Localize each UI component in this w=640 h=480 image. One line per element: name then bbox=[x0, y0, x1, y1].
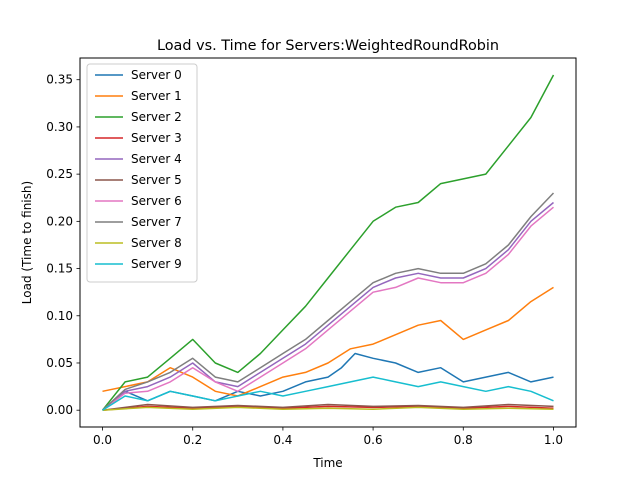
series-line-6 bbox=[102, 206, 554, 411]
series-line-3 bbox=[102, 405, 554, 411]
plot-area-frame bbox=[79, 57, 577, 428]
x-tick-label: 0.0 bbox=[93, 433, 112, 447]
legend-label: Server 9 bbox=[131, 257, 182, 271]
y-tick-label: 0.30 bbox=[46, 120, 73, 134]
series-line-8 bbox=[102, 406, 554, 411]
series-line-4 bbox=[102, 201, 554, 411]
y-tick-label: 0.05 bbox=[46, 356, 73, 370]
legend-label: Server 8 bbox=[131, 236, 182, 250]
y-axis: 0.00 0.05 0.10 0.15 0.20 0.25 0.30 0.35 bbox=[46, 73, 80, 417]
chart-title: Load vs. Time for Servers:WeightedRoundR… bbox=[157, 38, 499, 54]
y-tick-label: 0.35 bbox=[46, 73, 73, 87]
y-tick-label: 0.20 bbox=[46, 214, 73, 228]
x-tick-label: 0.2 bbox=[183, 433, 202, 447]
series-layer bbox=[101, 74, 555, 411]
x-tick-label: 0.4 bbox=[273, 433, 292, 447]
y-axis-label: Load (Time to finish) bbox=[20, 181, 34, 304]
series-line-2 bbox=[101, 74, 555, 411]
x-tick-label: 0.6 bbox=[364, 433, 383, 447]
series-line-9 bbox=[102, 376, 554, 411]
legend-label: Server 4 bbox=[131, 152, 182, 166]
legend-label: Server 2 bbox=[131, 110, 182, 124]
legend-label: Server 6 bbox=[131, 194, 182, 208]
legend-label: Server 1 bbox=[131, 89, 182, 103]
legend: Server 0 Server 1 Server 2 Server 3 Server 4… bbox=[86, 63, 198, 283]
y-tick-label: 0.10 bbox=[46, 309, 73, 323]
legend-label: Server 7 bbox=[131, 215, 182, 229]
y-tick-label: 0.15 bbox=[46, 262, 73, 276]
legend-label: Server 3 bbox=[131, 131, 182, 145]
legend-label: Server 0 bbox=[131, 68, 182, 82]
legend-label: Server 5 bbox=[131, 173, 182, 187]
y-tick-label: 0.25 bbox=[46, 167, 73, 181]
series-line-1 bbox=[102, 286, 554, 397]
y-tick-label: 0.00 bbox=[46, 403, 73, 417]
x-tick-label: 0.8 bbox=[454, 433, 473, 447]
x-axis: 0.0 0.2 0.4 0.6 0.8 1.0 bbox=[93, 427, 563, 447]
x-tick-label: 1.0 bbox=[544, 433, 563, 447]
series-line-5 bbox=[102, 403, 554, 411]
x-axis-label: Time bbox=[312, 456, 342, 470]
legend-frame bbox=[86, 63, 198, 283]
series-line-7 bbox=[101, 192, 555, 411]
